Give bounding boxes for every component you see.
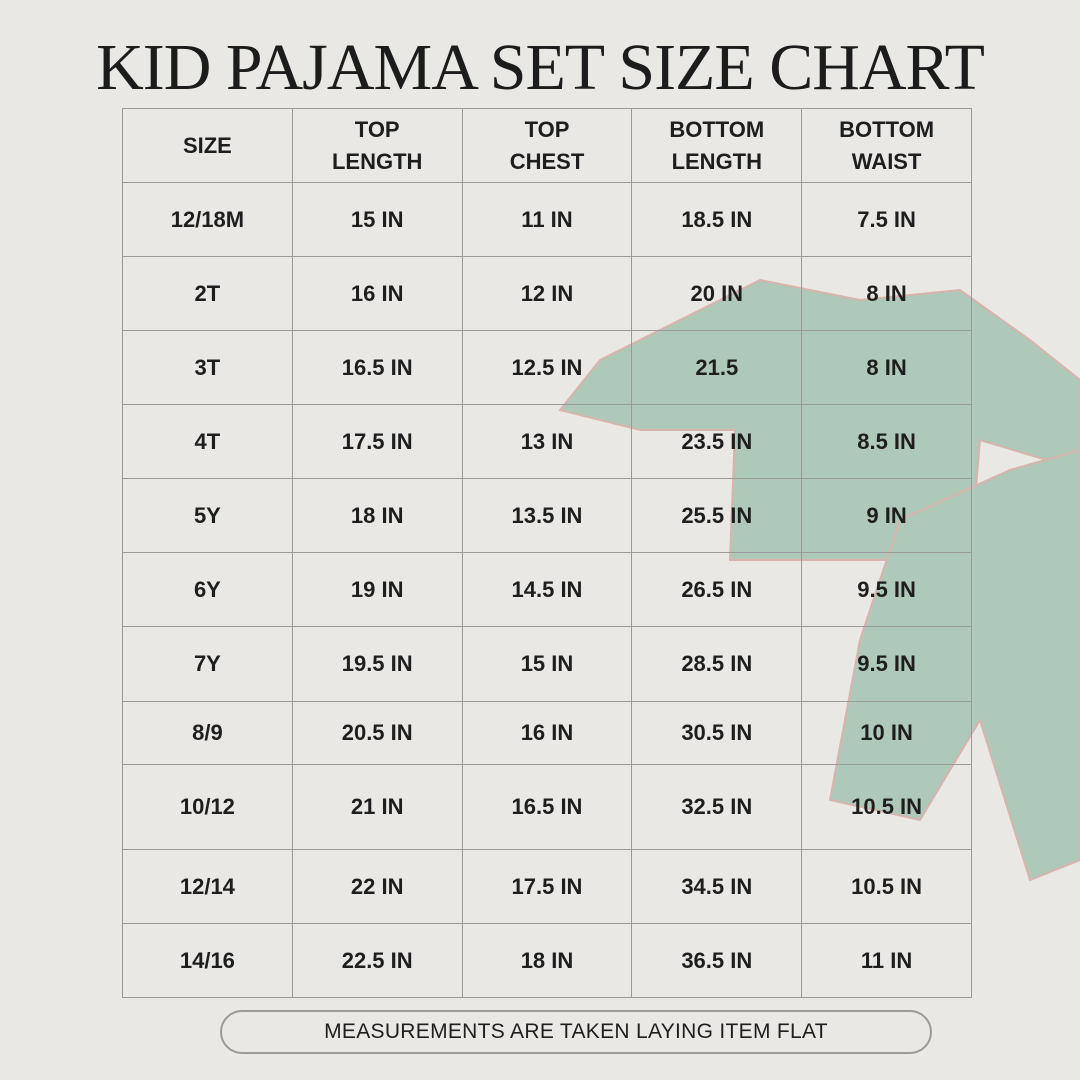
table-cell: 5Y: [123, 479, 293, 553]
title: KID PAJAMA SET SIZE CHART: [96, 31, 985, 104]
table-row: 8/9 20.5 IN 16 IN 30.5 IN 10 IN: [123, 702, 972, 765]
table-cell: 15 IN: [292, 183, 463, 257]
table-cell: 18.5 IN: [632, 183, 803, 257]
table-cell: 32.5 IN: [632, 765, 803, 850]
table-row: 12/18M 15 IN 11 IN 18.5 IN 7.5 IN: [123, 183, 972, 257]
table-cell: 13.5 IN: [462, 479, 633, 553]
header-row: SIZE TOP LENGTH TOP CHEST BOTTOM LENGTH BOTT…: [123, 109, 972, 183]
table-row: 5Y 18 IN 13.5 IN 25.5 IN 9 IN: [123, 479, 972, 553]
table-cell: 11 IN: [462, 183, 633, 257]
table-cell: 17.5 IN: [292, 405, 463, 479]
header-cell: SIZE: [123, 109, 293, 183]
table-row: 10/12 21 IN 16.5 IN 32.5 IN 10.5 IN: [123, 765, 972, 850]
table-cell: 16 IN: [292, 257, 463, 331]
table-cell: 7.5 IN: [802, 183, 972, 257]
table-cell: 3T: [123, 331, 293, 405]
table-cell: 10.5 IN: [802, 850, 972, 924]
header-cell: BOTTOM WAIST: [802, 109, 972, 183]
table-cell: 8 IN: [802, 257, 972, 331]
table-cell: 2T: [123, 257, 293, 331]
header-cell: BOTTOM LENGTH: [632, 109, 803, 183]
table-cell: 6Y: [123, 553, 293, 627]
table-cell: 9 IN: [802, 479, 972, 553]
table-cell: 10/12: [123, 765, 293, 850]
table-row: 3T 16.5 IN 12.5 IN 21.5 8 IN: [123, 331, 972, 405]
table-cell: 14.5 IN: [462, 553, 633, 627]
table-cell: 19 IN: [292, 553, 463, 627]
header-cell: TOP LENGTH: [292, 109, 463, 183]
table-cell: 9.5 IN: [802, 553, 972, 627]
table-cell: 20 IN: [632, 257, 803, 331]
table-cell: 21 IN: [292, 765, 463, 850]
table-cell: 25.5 IN: [632, 479, 803, 553]
table-cell: 12.5 IN: [462, 331, 633, 405]
table-cell: 13 IN: [462, 405, 633, 479]
table-cell: 23.5 IN: [632, 405, 803, 479]
size-table: SIZE TOP LENGTH TOP CHEST BOTTOM LENGTH BOTT…: [122, 108, 972, 998]
header-cell: TOP CHEST: [462, 109, 633, 183]
table-cell: 26.5 IN: [632, 553, 803, 627]
table-cell: 8/9: [123, 702, 293, 765]
table-cell: 36.5 IN: [632, 924, 803, 998]
table-row: 6Y 19 IN 14.5 IN 26.5 IN 9.5 IN: [123, 553, 972, 627]
table-cell: 12 IN: [462, 257, 633, 331]
table-cell: 17.5 IN: [462, 850, 633, 924]
table-cell: 18 IN: [292, 479, 463, 553]
table-cell: 19.5 IN: [292, 627, 463, 702]
table-cell: 8.5 IN: [802, 405, 972, 479]
table-row: 4T 17.5 IN 13 IN 23.5 IN 8.5 IN: [123, 405, 972, 479]
table-cell: 18 IN: [462, 924, 633, 998]
table-cell: 28.5 IN: [632, 627, 803, 702]
table-cell: 14/16: [123, 924, 293, 998]
table-cell: 22.5 IN: [292, 924, 463, 998]
table-cell: 7Y: [123, 627, 293, 702]
table-cell: 20.5 IN: [292, 702, 463, 765]
table-cell: 11 IN: [802, 924, 972, 998]
table-cell: 4T: [123, 405, 293, 479]
table-cell: 22 IN: [292, 850, 463, 924]
table-cell: 30.5 IN: [632, 702, 803, 765]
footer-note: MEASUREMENTS ARE TAKEN LAYING ITEM FLAT: [220, 1010, 932, 1054]
table-row: 7Y 19.5 IN 15 IN 28.5 IN 9.5 IN: [123, 627, 972, 702]
table-cell: 16 IN: [462, 702, 633, 765]
table-cell: 10.5 IN: [802, 765, 972, 850]
table-cell: 21.5: [632, 331, 803, 405]
table-cell: 16.5 IN: [462, 765, 633, 850]
table-cell: 9.5 IN: [802, 627, 972, 702]
table-cell: 8 IN: [802, 331, 972, 405]
table-cell: 12/18M: [123, 183, 293, 257]
table-cell: 15 IN: [462, 627, 633, 702]
table-row: 14/16 22.5 IN 18 IN 36.5 IN 11 IN: [123, 924, 972, 998]
table-cell: 10 IN: [802, 702, 972, 765]
table-cell: 16.5 IN: [292, 331, 463, 405]
table-row: 2T 16 IN 12 IN 20 IN 8 IN: [123, 257, 972, 331]
table-cell: 12/14: [123, 850, 293, 924]
table-row: 12/14 22 IN 17.5 IN 34.5 IN 10.5 IN: [123, 850, 972, 924]
table-cell: 34.5 IN: [632, 850, 803, 924]
